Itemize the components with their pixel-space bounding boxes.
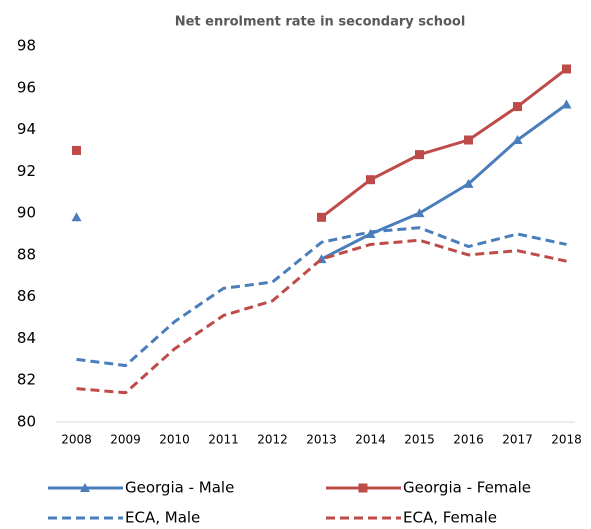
marker	[512, 135, 523, 144]
marker	[562, 64, 571, 74]
y-tick-label: 90	[17, 204, 36, 222]
line	[320, 103, 568, 261]
marker	[463, 178, 474, 188]
marker	[561, 99, 572, 109]
y-tick-label: 94	[17, 120, 36, 138]
x-tick-label: 2011	[208, 433, 239, 447]
x-tick-label: 2012	[257, 433, 288, 447]
marker	[366, 175, 375, 185]
legend-label: Georgia - Female	[403, 479, 531, 497]
x-tick-label: 2013	[306, 433, 337, 447]
x-tick-label: 2008	[61, 433, 92, 447]
y-tick-label: 86	[17, 287, 36, 305]
x-tick-label: 2014	[355, 433, 386, 447]
legend-label: ECA, Male	[125, 509, 200, 527]
x-tick-label: 2018	[551, 433, 582, 447]
dashed-line	[76, 238, 567, 395]
marker	[358, 483, 368, 493]
marker	[464, 135, 473, 145]
y-tick-label: 98	[17, 37, 36, 55]
x-tick-label: 2015	[404, 433, 435, 447]
marker	[71, 212, 82, 222]
marker	[80, 483, 90, 492]
marker	[415, 150, 424, 160]
dashed-line	[76, 226, 567, 368]
y-tick-label: 84	[17, 329, 36, 347]
y-tick-label: 92	[17, 162, 36, 180]
legend-label: Georgia - Male	[125, 479, 234, 497]
y-tick-label: 82	[17, 371, 36, 389]
y-tick-label: 80	[17, 413, 36, 431]
line	[320, 67, 568, 219]
chart-title: Net enrolment rate in secondary school	[175, 15, 466, 30]
x-tick-label: 2017	[502, 433, 533, 447]
marker	[317, 212, 326, 222]
marker	[513, 102, 522, 112]
x-tick-label: 2016	[453, 433, 484, 447]
marker	[72, 145, 81, 155]
x-tick-label: 2010	[159, 433, 190, 447]
x-tick-label: 2009	[110, 433, 141, 447]
legend-label: ECA, Female	[403, 509, 497, 527]
marker	[414, 208, 425, 218]
marker	[365, 229, 376, 238]
y-tick-label: 88	[17, 245, 36, 263]
y-tick-label: 96	[17, 78, 36, 96]
